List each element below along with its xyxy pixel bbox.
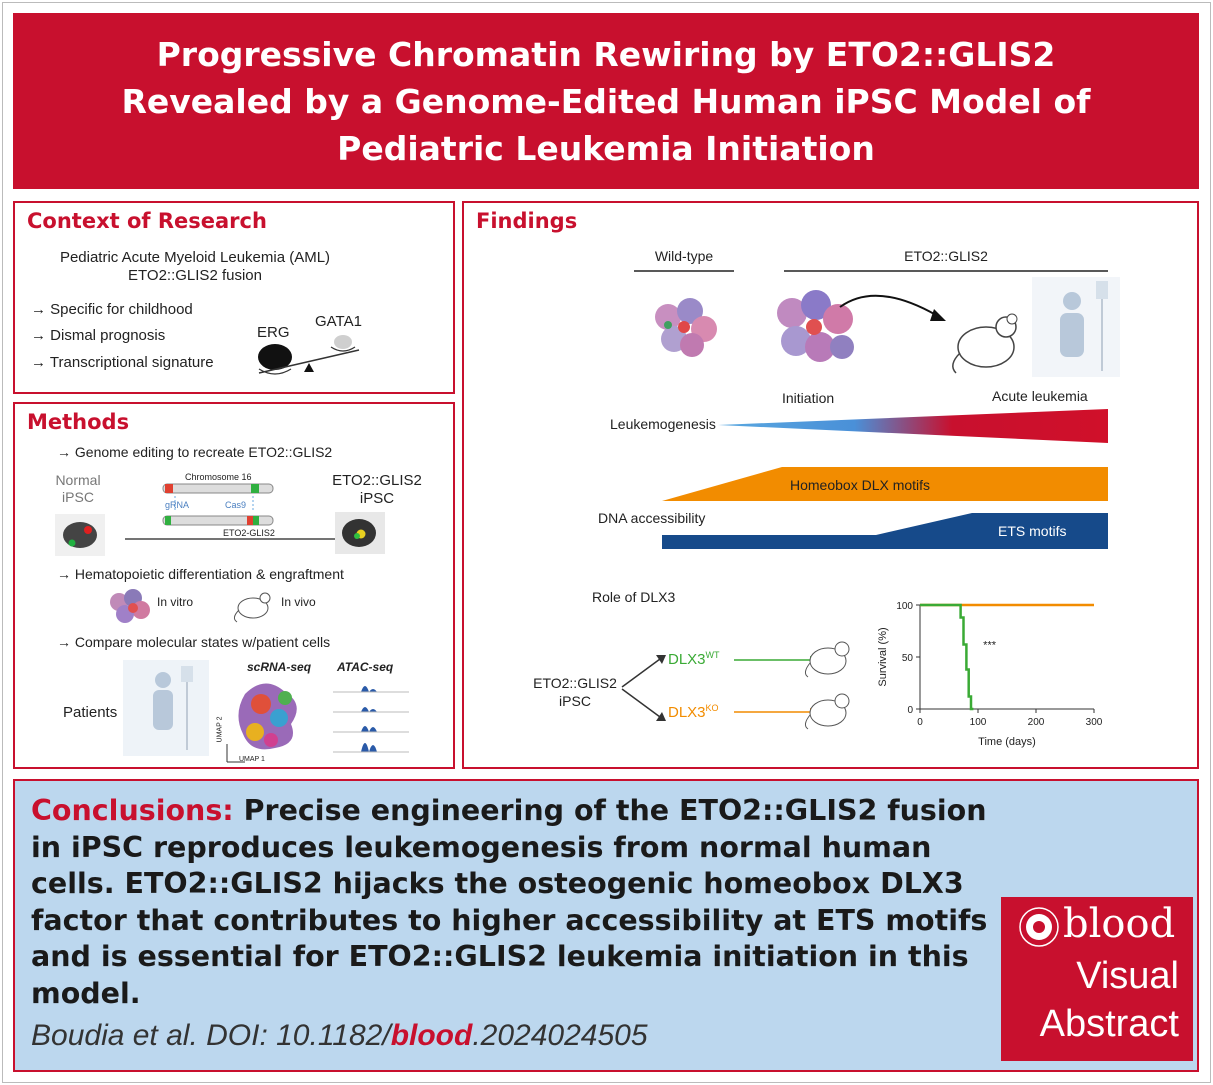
context-heading: Context of Research bbox=[27, 209, 267, 233]
significance-stars: *** bbox=[983, 640, 997, 652]
context-line1: Pediatric Acute Myeloid Leukemia (AML) bbox=[59, 249, 331, 266]
dlx3-ko-text: DLX3 bbox=[668, 704, 706, 721]
context-bullet-2: Dismal prognosis bbox=[31, 327, 165, 344]
edited-ipsc-image bbox=[335, 512, 385, 554]
blood-seal-icon bbox=[1019, 907, 1059, 947]
conclusions-body: Precise engineering of the ETO2::GLIS2 f… bbox=[31, 794, 988, 1010]
ipsc-label-1: ETO2::GLIS2 bbox=[533, 675, 617, 691]
methods-step-1: Genome editing to recreate ETO2::GLIS2 bbox=[57, 444, 332, 460]
cell-cluster-icon bbox=[110, 589, 150, 623]
fusion-header-label: ETO2::GLIS2 bbox=[904, 248, 988, 264]
methods-step-2: Hematopoietic differentiation & engraftm… bbox=[57, 566, 344, 582]
fusion-cells-icon bbox=[777, 290, 854, 362]
citation: Boudia et al. DOI: 10.1182/blood.2024024… bbox=[31, 1019, 648, 1053]
atac-label: ATAC-seq bbox=[337, 660, 394, 674]
erg-label: ERG bbox=[257, 324, 290, 341]
patient-figure-icon bbox=[123, 660, 209, 756]
dlx3-ko-label: DLX3KO bbox=[668, 703, 719, 721]
atac-tracks bbox=[333, 686, 409, 753]
leukemogenesis-label: Leukemogenesis bbox=[610, 416, 716, 432]
homeobox-label: Homeobox DLX motifs bbox=[790, 477, 931, 493]
ets-label: ETS motifs bbox=[998, 523, 1067, 539]
wt-superscript: WT bbox=[705, 650, 720, 660]
x-tick-label: 0 bbox=[917, 717, 923, 728]
wildtype-label: Wild-type bbox=[654, 248, 714, 264]
y-tick-label: 0 bbox=[907, 705, 913, 716]
balance-icon bbox=[258, 335, 360, 375]
invivo-label: In vivo bbox=[281, 595, 316, 609]
chromosome-diagram bbox=[162, 483, 274, 526]
conclusions-panel: Conclusions: Precise engineering of the … bbox=[13, 779, 1199, 1072]
findings-mouse-icon bbox=[952, 313, 1018, 374]
umap-plot bbox=[226, 683, 297, 763]
series-line-dlx3wt bbox=[920, 603, 974, 711]
methods-step-3: Compare molecular states w/patient cells bbox=[57, 634, 330, 650]
patient-iv-icon bbox=[1032, 277, 1120, 377]
context-line2: ETO2::GLIS2 fusion bbox=[128, 267, 262, 284]
dlx3-wt-text: DLX3 bbox=[668, 651, 706, 668]
y-axis-label: Survival (%) bbox=[877, 627, 889, 686]
x-tick-label: 100 bbox=[970, 717, 987, 728]
x-tick-label: 200 bbox=[1028, 717, 1045, 728]
x-tick-label: 300 bbox=[1086, 717, 1103, 728]
title-banner: Progressive Chromatin Rewiring by ETO2::… bbox=[13, 13, 1199, 189]
invitro-label: In vitro bbox=[157, 595, 194, 609]
ko-superscript: KO bbox=[705, 703, 719, 713]
umap1-label: UMAP 1 bbox=[239, 756, 265, 763]
survival-chart: 0 100 200 300 0 50 100 Time (days) Survival (%) *… bbox=[877, 601, 1103, 748]
role-label: Role of DLX3 bbox=[592, 589, 676, 605]
cas9-label: Cas9 bbox=[225, 500, 247, 510]
wt-mouse-icon bbox=[804, 641, 850, 678]
edited-label-1: ETO2::GLIS2 bbox=[332, 472, 422, 489]
methods-heading: Methods bbox=[27, 410, 130, 434]
citation-prefix: Boudia et al. DOI: 10.1182/ bbox=[31, 1019, 391, 1052]
gata1-label: GATA1 bbox=[315, 313, 362, 330]
y-tick-label: 50 bbox=[902, 653, 914, 664]
badge-word: blood bbox=[1063, 901, 1176, 947]
branch-arrows bbox=[621, 655, 666, 721]
ets-band bbox=[662, 513, 1108, 549]
fusion-line bbox=[784, 270, 1108, 272]
conclusions-label: Conclusions: bbox=[31, 794, 234, 827]
ipsc-label-2: iPSC bbox=[559, 693, 591, 709]
engraft-arrow bbox=[839, 294, 946, 321]
mouse-icon bbox=[233, 592, 271, 623]
findings-heading: Findings bbox=[476, 209, 578, 233]
context-bullet-3: Transcriptional signature bbox=[31, 354, 214, 371]
findings-panel: Findings Wild-type ETO2::GLIS2 bbox=[462, 201, 1199, 769]
page-title: Progressive Chromatin Rewiring by ETO2::… bbox=[121, 34, 1091, 168]
edit-arrow bbox=[125, 535, 345, 543]
x-axis-label: Time (days) bbox=[978, 736, 1036, 748]
normal-ipsc-image bbox=[55, 514, 105, 556]
fusion-small-label: ETO2-GLIS2 bbox=[223, 528, 275, 538]
citation-suffix: .2024024505 bbox=[472, 1019, 648, 1052]
homeobox-band bbox=[662, 467, 1108, 501]
context-panel: Context of Research Pediatric Acute Myel… bbox=[13, 201, 455, 394]
context-bullet-1: Specific for childhood bbox=[31, 301, 193, 318]
umap2-label: UMAP 2 bbox=[216, 716, 224, 743]
ko-mouse-icon bbox=[804, 693, 850, 730]
leukemogenesis-wedge bbox=[718, 409, 1108, 443]
acute-label: Acute leukemia bbox=[992, 388, 1088, 404]
chromosome-label: Chromosome 16 bbox=[185, 472, 252, 482]
blood-visual-abstract-badge: blood Visual Abstract bbox=[1001, 897, 1193, 1061]
normal-label-2: iPSC bbox=[62, 489, 94, 505]
wildtype-line bbox=[634, 270, 734, 272]
scrna-label: scRNA-seq bbox=[247, 660, 312, 674]
edited-label-2: iPSC bbox=[359, 490, 395, 507]
initiation-label: Initiation bbox=[782, 390, 835, 406]
patients-label: Patients bbox=[63, 704, 118, 721]
grna-label: gRNA bbox=[165, 500, 190, 510]
dna-access-label: DNA accessibility bbox=[598, 510, 706, 526]
methods-panel: Methods Genome editing to recreate ETO2:… bbox=[13, 402, 455, 769]
citation-blood: blood bbox=[390, 1019, 473, 1052]
wildtype-cells-icon bbox=[655, 298, 717, 357]
badge-abstract: Abstract bbox=[1039, 1003, 1179, 1045]
badge-visual: Visual bbox=[1076, 955, 1179, 997]
normal-label-1: Normal bbox=[55, 472, 101, 488]
dlx3-wt-label: DLX3WT bbox=[668, 650, 720, 668]
y-tick-label: 100 bbox=[896, 601, 913, 612]
conclusions-text: Conclusions: Precise engineering of the … bbox=[31, 793, 1011, 1012]
